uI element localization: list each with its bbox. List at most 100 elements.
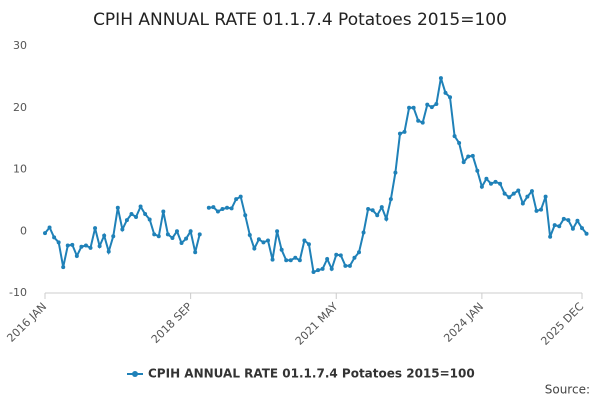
point [402, 129, 407, 134]
x-tick-label: 2016 JAN [4, 300, 49, 345]
point [211, 205, 216, 210]
point [470, 153, 475, 158]
point [93, 226, 98, 231]
point [293, 255, 298, 260]
point [516, 188, 521, 193]
point [47, 225, 52, 230]
x-tick-label: 2021 MAY [293, 300, 341, 348]
y-tick-label: 20 [13, 101, 27, 114]
point [161, 209, 166, 214]
point [429, 105, 434, 110]
point [434, 102, 439, 107]
point [466, 154, 471, 159]
point [438, 76, 443, 81]
point [320, 266, 325, 271]
source: Source: [545, 383, 590, 397]
point [134, 215, 139, 220]
point [311, 270, 316, 275]
point [570, 226, 575, 231]
point [357, 250, 362, 255]
y-tick-label: 0 [20, 224, 27, 237]
point [174, 229, 179, 234]
point [502, 191, 507, 196]
point [143, 211, 148, 216]
point [425, 102, 430, 107]
point [347, 263, 352, 268]
point [361, 230, 366, 235]
point [420, 120, 425, 125]
point [65, 243, 70, 248]
point [83, 243, 88, 248]
legend-marker [132, 371, 138, 377]
point [88, 245, 93, 250]
point [543, 194, 548, 199]
point [297, 258, 302, 263]
point [129, 211, 134, 216]
point [252, 246, 257, 251]
point [561, 216, 566, 221]
point [443, 90, 448, 95]
point [479, 184, 484, 189]
point [279, 247, 284, 252]
point [43, 231, 47, 236]
point [256, 237, 261, 242]
x-tick-label: 2018 SEP [149, 300, 195, 346]
point [102, 233, 107, 238]
point [170, 236, 175, 241]
point [534, 208, 539, 213]
point [229, 206, 234, 211]
point [111, 234, 116, 239]
point [552, 223, 557, 228]
point [238, 194, 243, 199]
point [498, 181, 503, 186]
point [261, 240, 266, 245]
point [370, 208, 375, 213]
point [475, 168, 480, 173]
point [557, 224, 562, 229]
x-tick-label: 2024 JAN [441, 300, 486, 345]
point [520, 201, 525, 206]
point [488, 181, 493, 186]
point [397, 131, 402, 136]
point [580, 226, 584, 231]
point [484, 176, 489, 181]
point [461, 160, 466, 165]
point [548, 234, 553, 239]
y-tick-label: 10 [13, 163, 27, 176]
point [247, 232, 252, 237]
point [147, 217, 152, 222]
point [106, 249, 111, 254]
point [493, 179, 498, 184]
point [388, 197, 393, 202]
point [411, 105, 416, 110]
point [457, 140, 462, 145]
point [384, 216, 389, 221]
point [416, 118, 421, 123]
point [343, 263, 348, 268]
point [334, 252, 339, 257]
point [452, 134, 457, 139]
point [165, 232, 170, 237]
point [115, 205, 120, 210]
point [234, 197, 239, 202]
point [539, 207, 544, 212]
point [124, 218, 129, 223]
point [225, 205, 230, 210]
point [156, 234, 161, 239]
line [44, 77, 588, 274]
point [584, 231, 589, 236]
point [379, 205, 384, 210]
x-tick-label: 2025 DEC [538, 300, 586, 348]
point [120, 227, 125, 232]
point [329, 266, 334, 271]
point [70, 242, 75, 247]
point [275, 229, 280, 234]
point [448, 95, 453, 100]
point [375, 213, 380, 218]
y-tick-label: 30 [13, 39, 27, 52]
point [188, 229, 193, 234]
point [152, 232, 157, 237]
point [316, 268, 321, 273]
point [184, 236, 189, 241]
point [366, 207, 371, 212]
